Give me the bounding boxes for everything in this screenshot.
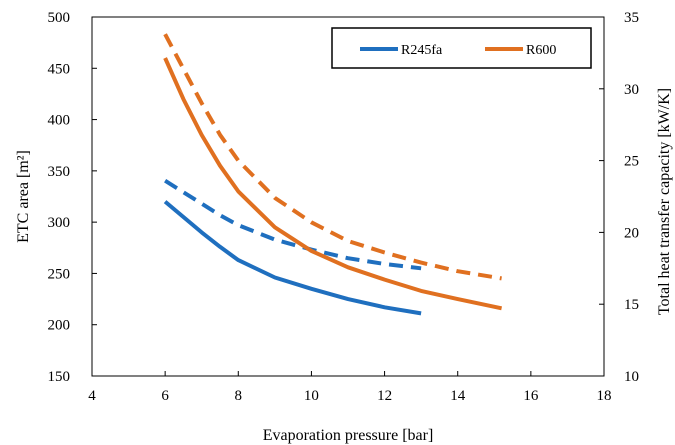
- y-left-tick-label: 150: [48, 369, 71, 385]
- series-r245fa-solid-line: [163, 200, 422, 316]
- x-tick-label: 12: [377, 388, 392, 404]
- x-tick-label: 10: [304, 388, 319, 404]
- y-right-tick-label: 25: [624, 154, 639, 170]
- x-axis-title: Evaporation pressure [bar]: [263, 427, 434, 444]
- y-left-tick-label: 400: [48, 113, 71, 129]
- x-tick-label: 8: [235, 388, 243, 404]
- y-left-tick-label: 450: [48, 61, 71, 77]
- y-left-tick-label: 350: [48, 164, 71, 180]
- y-right-tick-label: 10: [624, 369, 639, 385]
- x-tick-label: 6: [161, 388, 169, 404]
- series-r600-dashed-line: [163, 33, 502, 281]
- y-right-tick-label: 35: [624, 10, 639, 26]
- y-left-tick-label: 250: [48, 266, 71, 282]
- legend-label-r245fa: R245fa: [401, 43, 443, 58]
- y-right-tick-label: 30: [624, 82, 639, 98]
- y-left-tick-label: 500: [48, 10, 71, 26]
- plot-area: [91, 16, 605, 377]
- legend-label-r600: R600: [526, 43, 556, 58]
- y-left-axis-title: ETC area [m²]: [15, 150, 32, 243]
- y-right-tick-label: 20: [624, 225, 639, 241]
- series-r245fa-dashed-line: [164, 179, 422, 271]
- y-right-axis-title: Total heat transfer capacity [kW/K]: [656, 88, 673, 315]
- x-tick-label: 4: [88, 388, 96, 404]
- x-tick-label: 18: [597, 388, 612, 404]
- series-r600-solid-line: [163, 57, 503, 311]
- y-right-tick-label: 15: [624, 297, 639, 313]
- x-tick-label: 16: [523, 388, 539, 404]
- y-left-tick-label: 300: [48, 215, 71, 231]
- x-tick-label: 14: [450, 388, 466, 404]
- y-left-tick-label: 200: [48, 318, 71, 334]
